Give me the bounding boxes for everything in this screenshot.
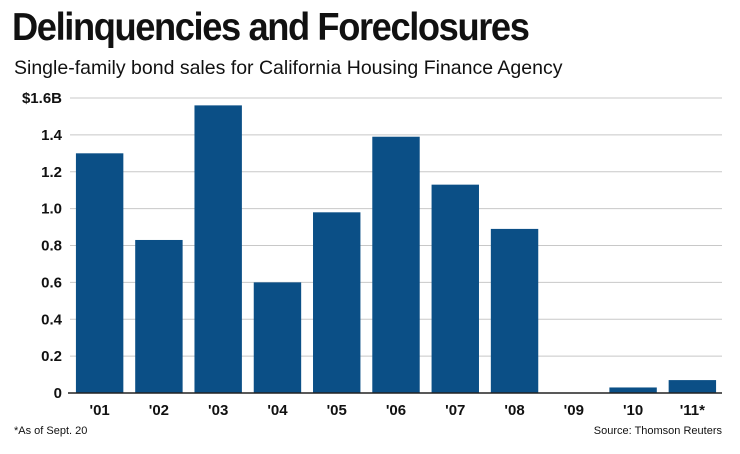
x-tick-label: '08 bbox=[504, 402, 524, 419]
x-tick-label: '06 bbox=[386, 402, 406, 419]
x-tick-label: '04 bbox=[267, 402, 288, 419]
chart-title: Delinquencies and Foreclosures bbox=[12, 6, 530, 49]
bar bbox=[313, 212, 361, 393]
y-tick-label: 0.6 bbox=[41, 274, 62, 291]
footnote: *As of Sept. 20 bbox=[14, 425, 88, 437]
bar bbox=[609, 387, 657, 393]
x-tick-label: '10 bbox=[623, 402, 643, 419]
bar bbox=[75, 153, 124, 393]
bar bbox=[490, 228, 539, 393]
bars bbox=[75, 105, 717, 393]
bar bbox=[135, 239, 183, 393]
bar bbox=[253, 282, 302, 393]
bar bbox=[372, 136, 420, 393]
y-tick-label: 0.2 bbox=[41, 348, 62, 365]
x-tick-labels: '01 '02 '03 '04 '05 '06 '07 '08 '09 '10 '11* bbox=[90, 402, 706, 419]
y-tick-label: 1.4 bbox=[41, 127, 63, 144]
y-tick-label: 1.2 bbox=[41, 164, 62, 181]
y-tick-label: 0.4 bbox=[41, 311, 63, 328]
x-tick-label: '03 bbox=[208, 402, 228, 419]
bar bbox=[668, 380, 717, 393]
y-tick-label: $1.6B bbox=[22, 90, 62, 107]
x-tick-label: '09 bbox=[564, 402, 584, 419]
y-tick-label: 0.8 bbox=[41, 238, 62, 255]
chart-subtitle: Single-family bond sales for California … bbox=[14, 57, 563, 79]
y-tick-label: 0 bbox=[54, 385, 62, 402]
x-tick-label: '02 bbox=[149, 402, 169, 419]
bar bbox=[431, 184, 479, 393]
x-tick-label: '01 bbox=[90, 402, 110, 419]
y-tick-labels: 0 0.2 0.4 0.6 0.8 1.0 1.2 1.4 $1.6B bbox=[22, 90, 63, 402]
source-note: Source: Thomson Reuters bbox=[593, 425, 722, 437]
x-tick-label: '11* bbox=[680, 402, 705, 419]
y-tick-label: 1.0 bbox=[41, 201, 62, 218]
bar bbox=[194, 105, 242, 393]
x-tick-label: '05 bbox=[327, 402, 347, 419]
x-tick-label: '07 bbox=[445, 402, 465, 419]
